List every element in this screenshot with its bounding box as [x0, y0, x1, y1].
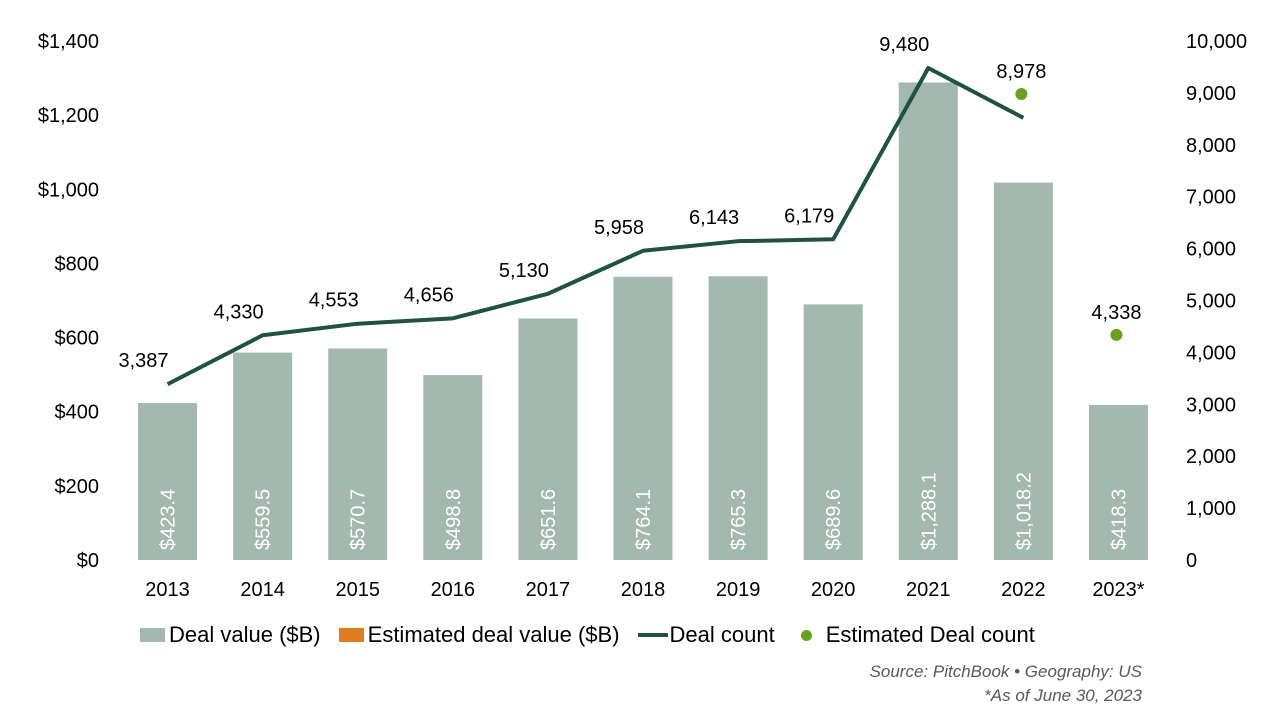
bar-value-label-2014: $559.5: [253, 489, 275, 550]
y-right-tick-label: 6,000: [1186, 239, 1236, 261]
y-left-tick-label: $800: [55, 253, 100, 275]
x-tick-label-2023*: 2023*: [1092, 579, 1144, 601]
deal-count-label-2019: 6,143: [689, 207, 739, 229]
y-right-tick-label: 10,000: [1186, 31, 1247, 53]
legend-swatch-estimated-deal-count: [800, 629, 812, 641]
labels-layer: $423.4 $559.5 $570.7 $498.8 $651.6 $764.1 $765…: [119, 34, 1142, 550]
bar-2023*: [1088, 404, 1148, 560]
x-tick-label-2013: 2013: [145, 579, 190, 601]
bar-value-label-2016: $498.8: [443, 489, 465, 550]
bar-value-label-2023*: $418.3: [1108, 489, 1130, 550]
axes-layer: $0 $200 $400 $600 $800 $1,000 $1,200 $1,400 0 1,0…: [38, 31, 1247, 601]
legend-item-deal-count: Deal count: [637, 622, 775, 648]
deal-count-label-2015: 4,553: [309, 290, 359, 312]
x-tick-label-2020: 2020: [811, 579, 856, 601]
y-right-tick-label: 4,000: [1186, 342, 1236, 364]
y-left-tick-label: $1,000: [38, 179, 99, 201]
legend-swatch-deal-value: [140, 628, 165, 642]
y-left-tick-label: $1,400: [38, 31, 99, 53]
bar-2019: [708, 276, 768, 560]
bar-2016: [423, 375, 483, 560]
x-tick-label-2017: 2017: [526, 579, 571, 601]
as-of-note: *As of June 30, 2023: [984, 686, 1142, 705]
x-tick-label-2021: 2021: [906, 579, 951, 601]
bar-2014: [233, 352, 293, 560]
line-layer: [166, 65, 1025, 386]
bar-2015: [328, 348, 388, 560]
bar-2020: [803, 304, 863, 560]
y-right-tick-label: 0: [1186, 550, 1197, 572]
bar-value-label-2017: $651.6: [538, 489, 560, 550]
legend-label-estimated-deal-value: Estimated deal value ($B): [367, 622, 620, 647]
y-left-tick-label: $1,200: [38, 105, 99, 127]
bar-2021: [898, 82, 958, 561]
legend-label-deal-count: Deal count: [669, 622, 775, 647]
estimated-deal-count-label-2022: 8,978: [996, 61, 1046, 83]
estimated-deal-count-dot-2023*: [1110, 328, 1123, 341]
deal-count-label-2016: 4,656: [404, 284, 454, 306]
legend-label-estimated-deal-count: Estimated Deal count: [825, 622, 1035, 647]
x-tick-label-2014: 2014: [240, 579, 285, 601]
y-left-tick-label: $200: [55, 476, 100, 498]
bars-layer: [138, 82, 1148, 561]
y-right-tick-label: 9,000: [1186, 83, 1236, 105]
y-left-tick-label: $0: [77, 550, 99, 572]
y-left-tick-label: $600: [55, 328, 100, 350]
legend-label-deal-value: Deal value ($B): [169, 622, 321, 647]
x-tick-label-2015: 2015: [335, 579, 380, 601]
legend: Deal value ($B) Estimated deal value ($B…: [140, 620, 1053, 650]
bar-value-label-2021: $1,288.1: [918, 472, 940, 550]
y-right-tick-label: 1,000: [1186, 498, 1236, 520]
legend-item-estimated-deal-count: Estimated Deal count: [793, 622, 1035, 648]
legend-swatch-estimated-deal-value: [338, 628, 364, 642]
y-right-tick-label: 8,000: [1186, 135, 1236, 157]
bar-value-label-2018: $764.1: [633, 489, 655, 550]
bar-value-label-2015: $570.7: [348, 489, 370, 550]
deal-count-label-2013: 3,387: [119, 350, 169, 372]
bar-value-label-2019: $765.3: [728, 489, 750, 550]
bar-2018: [613, 276, 673, 560]
y-right-tick-label: 5,000: [1186, 291, 1236, 313]
x-tick-label-2019: 2019: [716, 579, 761, 601]
deal-count-label-2017: 5,130: [499, 260, 549, 282]
bar-2017: [518, 318, 578, 560]
legend-item-estimated-deal-value: Estimated deal value ($B): [338, 622, 620, 648]
estimated-deal-count-dot-2022: [1015, 88, 1028, 101]
source-text: Source: PitchBook • Geography: US: [869, 662, 1142, 681]
estimated-deal-count-label-2023*: 4,338: [1091, 302, 1141, 324]
bar-value-label-2022: $1,018.2: [1013, 472, 1035, 550]
y-right-tick-label: 2,000: [1186, 446, 1236, 468]
x-tick-label-2022: 2022: [1001, 579, 1046, 601]
bar-value-label-2020: $689.6: [823, 489, 845, 550]
source-note: Source: PitchBook • Geography: US *As of…: [870, 660, 1142, 708]
deal-count-label-2020: 6,179: [784, 205, 834, 227]
x-tick-label-2018: 2018: [621, 579, 666, 601]
dots-layer: [1015, 88, 1123, 341]
deal-count-label-2018: 5,958: [594, 217, 644, 239]
y-right-tick-label: 3,000: [1186, 394, 1236, 416]
bar-2013: [138, 403, 198, 560]
legend-swatch-deal-count: [637, 633, 668, 637]
y-right-tick-label: 7,000: [1186, 187, 1236, 209]
bar-2022: [993, 182, 1053, 561]
y-left-tick-label: $400: [55, 402, 100, 424]
legend-item-deal-value: Deal value ($B): [140, 622, 321, 648]
deal-count-label-2014: 4,330: [214, 301, 264, 323]
x-tick-label-2016: 2016: [431, 579, 476, 601]
bar-value-label-2013: $423.4: [158, 489, 180, 550]
deal-count-line: [166, 65, 1025, 386]
deal-count-label-2021: 9,480: [879, 34, 929, 56]
